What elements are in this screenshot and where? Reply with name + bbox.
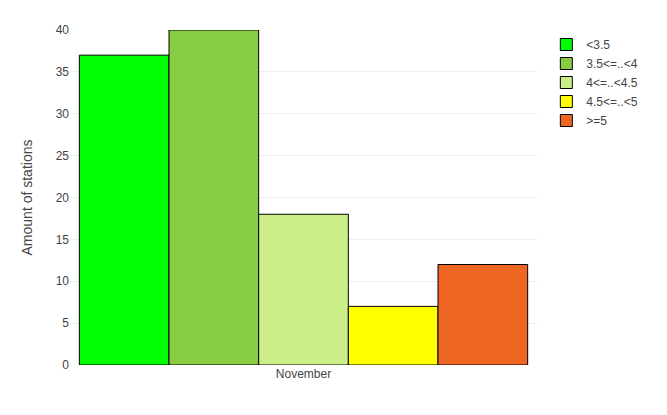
svg-text:25: 25 [56,149,70,163]
svg-text:3.5<=..<4: 3.5<=..<4 [586,57,637,71]
svg-text:4.5<=..<5: 4.5<=..<5 [586,95,637,109]
svg-text:<3.5: <3.5 [586,38,610,52]
svg-text:>=5: >=5 [586,114,607,128]
svg-text:30: 30 [56,107,70,121]
svg-text:15: 15 [56,233,70,247]
svg-text:Amount of stations: Amount of stations [19,140,35,256]
svg-text:5: 5 [62,316,69,330]
svg-text:November: November [276,367,331,381]
svg-text:40: 40 [56,23,70,37]
svg-text:0: 0 [62,358,69,372]
svg-text:20: 20 [56,191,70,205]
svg-text:4<=..<4.5: 4<=..<4.5 [586,76,637,90]
svg-text:10: 10 [56,274,70,288]
svg-text:35: 35 [56,65,70,79]
